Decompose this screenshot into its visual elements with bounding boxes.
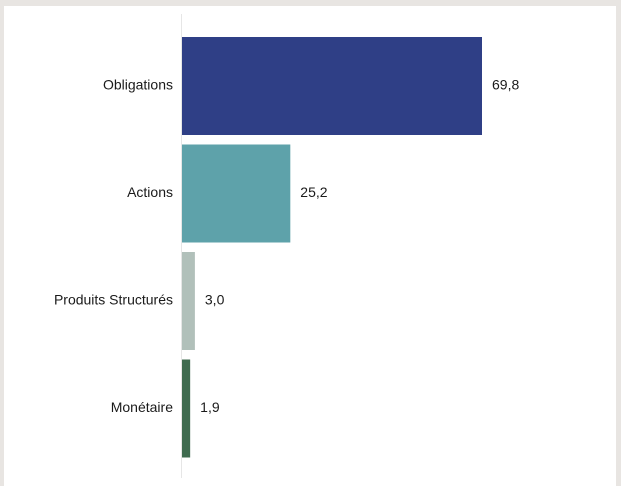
category-label-produits-structures: Produits Structurés xyxy=(54,292,173,308)
bar-produits-structures xyxy=(182,252,195,350)
category-label-actions: Actions xyxy=(127,184,173,200)
value-label-monetaire: 1,9 xyxy=(200,399,220,415)
bar-chart: Obligations 69,8 Actions 25,2 Produits Struc… xyxy=(54,14,519,478)
category-label-monetaire: Monétaire xyxy=(111,399,173,415)
bar-obligations xyxy=(182,37,482,135)
bars-group: Obligations 69,8 Actions 25,2 Produits Struc… xyxy=(54,37,519,458)
chart-panel: Obligations 69,8 Actions 25,2 Produits Struc… xyxy=(4,6,616,486)
value-label-obligations: 69,8 xyxy=(492,77,519,93)
category-label-obligations: Obligations xyxy=(103,77,173,93)
bar-monetaire xyxy=(182,359,191,458)
value-label-actions: 25,2 xyxy=(300,184,327,200)
bar-actions xyxy=(182,144,291,243)
value-label-produits-structures: 3,0 xyxy=(205,292,225,308)
